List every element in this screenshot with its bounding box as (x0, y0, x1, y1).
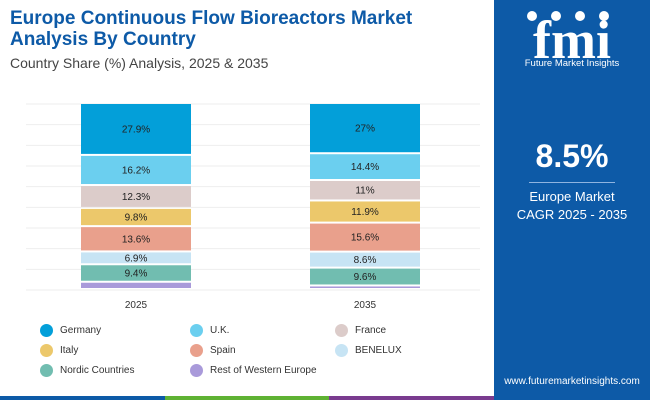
legend-swatch (40, 364, 53, 377)
bar-segment-rest-of-western-europe-2025 (81, 282, 191, 288)
data-label: 11.9% (351, 207, 379, 218)
x-tick-label: 2035 (354, 300, 377, 311)
legend-swatch (335, 344, 348, 357)
bar-segment-germany-2025 (81, 104, 191, 154)
legend-item-france: France (335, 324, 386, 337)
data-label: 16.2% (122, 165, 150, 176)
legend-item-italy: Italy (40, 344, 78, 357)
legend-label: Rest of Western Europe (210, 365, 317, 376)
legend-swatch (190, 324, 203, 337)
legend-item-nordic-countries: Nordic Countries (40, 364, 134, 377)
bar-segment-spain-2025 (81, 227, 191, 251)
legend-item-germany: Germany (40, 324, 101, 337)
cagr-value: 8.5% (535, 138, 609, 174)
legend-label: BENELUX (355, 345, 402, 356)
bar-segment-france-2035 (310, 181, 420, 200)
data-label: 14.4% (351, 162, 379, 173)
chart-title: Europe Continuous Flow Bioreactors Marke… (10, 8, 413, 50)
bar-segment-rest-of-western-europe-2035 (310, 286, 420, 288)
bar-segment-u-k--2025 (81, 155, 191, 185)
data-label: 12.3% (122, 192, 150, 203)
cagr-label: Europe Market CAGR 2025 - 2035 (494, 188, 650, 224)
bar-segment-italy-2035 (310, 201, 420, 222)
legend-label: France (355, 325, 387, 336)
legend-label: U.K. (210, 325, 230, 336)
data-label: 13.6% (122, 234, 150, 245)
fmi-logo: fmi (514, 8, 630, 72)
bar-segment-italy-2025 (81, 208, 191, 226)
bottom-color-bar (0, 396, 495, 400)
legend-item-benelux: BENELUX (335, 344, 402, 357)
data-label: 6.9% (125, 253, 148, 264)
sidebar-panel: fmi Future Market Insights 8.5% Europe M… (494, 0, 650, 400)
data-label: 11% (355, 186, 374, 197)
legend-label: Italy (60, 345, 79, 356)
bar-segment-u-k--2035 (310, 154, 420, 180)
legend-item-spain: Spain (190, 344, 236, 357)
data-label: 9.4% (125, 269, 148, 280)
legend-swatch (335, 324, 348, 337)
data-label: 9.6% (354, 272, 377, 283)
bar-segment-nordic-countries-2025 (81, 265, 191, 281)
legend-label: Germany (60, 325, 102, 336)
bar-segment-benelux-2025 (81, 252, 191, 264)
bar-segment-nordic-countries-2035 (310, 268, 420, 285)
data-label: 8.6% (354, 255, 377, 266)
legend-label: Nordic Countries (60, 365, 135, 376)
logo-letters: fmi (533, 10, 611, 66)
cagr-label-line1: Europe Market (529, 189, 615, 204)
legend-swatch (40, 344, 53, 357)
bar-segment-benelux-2035 (310, 252, 420, 267)
data-label: 9.8% (125, 213, 148, 224)
legend-item-u-k-: U.K. (190, 324, 229, 337)
legend-swatch (190, 364, 203, 377)
bar-segment-france-2025 (81, 186, 191, 207)
data-label: 27.9% (122, 124, 150, 135)
bottom-bar-segment (0, 396, 165, 400)
cagr-label-line2: CAGR 2025 - 2035 (516, 207, 628, 222)
legend-swatch (40, 324, 53, 337)
website-link[interactable]: www.futuremarketinsights.com (504, 376, 640, 387)
logo-text: Future Market Insights (524, 58, 620, 69)
legend-item-rest-of-western-europe: Rest of Western Europe (190, 364, 317, 377)
bottom-bar-segment (164, 396, 330, 400)
bar-segment-spain-2035 (310, 223, 420, 251)
data-label: 27% (355, 124, 375, 135)
data-label: 15.6% (351, 233, 379, 244)
x-tick-label: 2025 (125, 300, 148, 311)
legend-label: Spain (210, 345, 236, 356)
chart-subtitle: Country Share (%) Analysis, 2025 & 2035 (10, 55, 269, 71)
stacked-bar-chart: 27.9% 16.2% 12.3% 9.8% 13.6% 6.9% 9.4% 2025 27% 1… (26, 103, 480, 311)
bottom-bar-segment (329, 396, 495, 400)
divider (529, 182, 615, 183)
legend-swatch (190, 344, 203, 357)
bar-segment-germany-2035 (310, 104, 420, 153)
